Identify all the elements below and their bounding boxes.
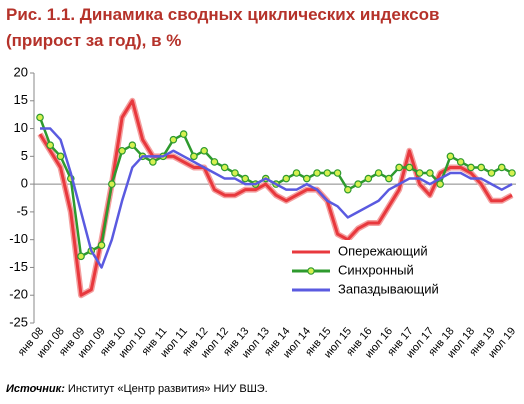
y-tick-label: -10 [9,231,28,246]
marker [385,174,393,183]
marker [395,163,403,172]
marker [313,169,321,177]
legend-marker [307,267,315,275]
y-tick-label: 10 [14,120,28,135]
marker [220,163,229,172]
y-tick-label: 15 [14,92,28,107]
marker [108,180,116,188]
series-line [40,127,513,269]
y-tick-label: -20 [9,287,28,302]
marker [118,146,126,155]
chart-title: (прирост за год), в % [6,31,181,50]
marker [323,169,332,177]
marker [436,180,444,188]
legend-label: Опережающий [338,243,428,258]
marker [292,169,301,177]
marker [364,174,373,183]
marker [333,169,342,177]
marker [179,130,188,138]
marker [231,169,239,177]
marker [344,185,352,194]
marker [46,141,55,150]
series-line [38,99,513,297]
marker [56,152,65,161]
marker [508,169,516,177]
marker [415,169,424,177]
marker [302,174,311,183]
marker [374,169,383,177]
marker [282,174,291,183]
marker [405,163,414,172]
marker [456,158,465,166]
marker [169,135,178,144]
y-tick-label: -15 [9,259,28,274]
marker [36,113,44,122]
marker [446,152,455,161]
y-tick-label: -5 [16,203,28,218]
source: Источник: Институт «Центр развития» НИУ … [6,383,268,395]
y-tick-label: 0 [21,176,28,191]
source-label: Источник: [6,383,65,395]
legend-label: Запаздывающий [338,281,439,296]
marker [190,152,198,161]
marker [149,158,157,166]
y-tick-label: -25 [9,314,28,329]
marker [210,158,219,166]
marker [426,169,434,177]
marker [128,141,137,150]
marker [497,163,506,172]
marker [477,163,486,172]
chart-title: Рис. 1.1. Динамика сводных циклических и… [6,5,439,24]
marker [200,146,208,155]
marker [467,163,475,172]
marker [97,241,106,250]
marker [241,174,250,183]
marker [354,180,362,188]
marker [77,252,85,261]
source-text: Институт «Центр развития» НИУ ВШЭ. [68,383,268,395]
y-tick-label: 20 [14,64,28,79]
y-tick-label: 5 [21,148,28,163]
legend-label: Синхронный [338,262,414,277]
marker [487,169,496,177]
